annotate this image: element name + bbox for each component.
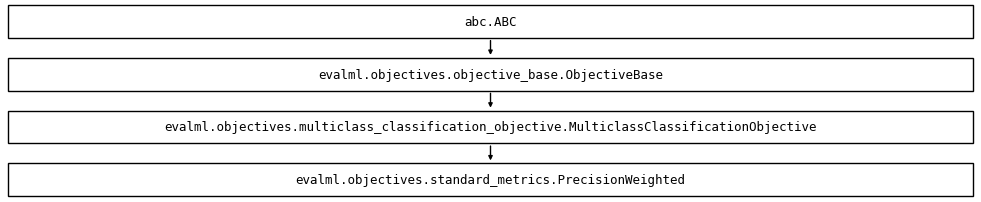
Bar (8, 111, 973, 144)
Bar (8, 58, 973, 91)
Bar (8, 163, 973, 196)
Text: abc.ABC: abc.ABC (464, 16, 517, 29)
Text: evalml.objectives.multiclass_classification_objective.MulticlassClassificationOb: evalml.objectives.multiclass_classificat… (164, 121, 817, 134)
Text: evalml.objectives.standard_metrics.PrecisionWeighted: evalml.objectives.standard_metrics.Preci… (295, 173, 686, 186)
Text: evalml.objectives.objective_base.ObjectiveBase: evalml.objectives.objective_base.Objecti… (318, 68, 663, 81)
Bar (8, 6, 973, 39)
